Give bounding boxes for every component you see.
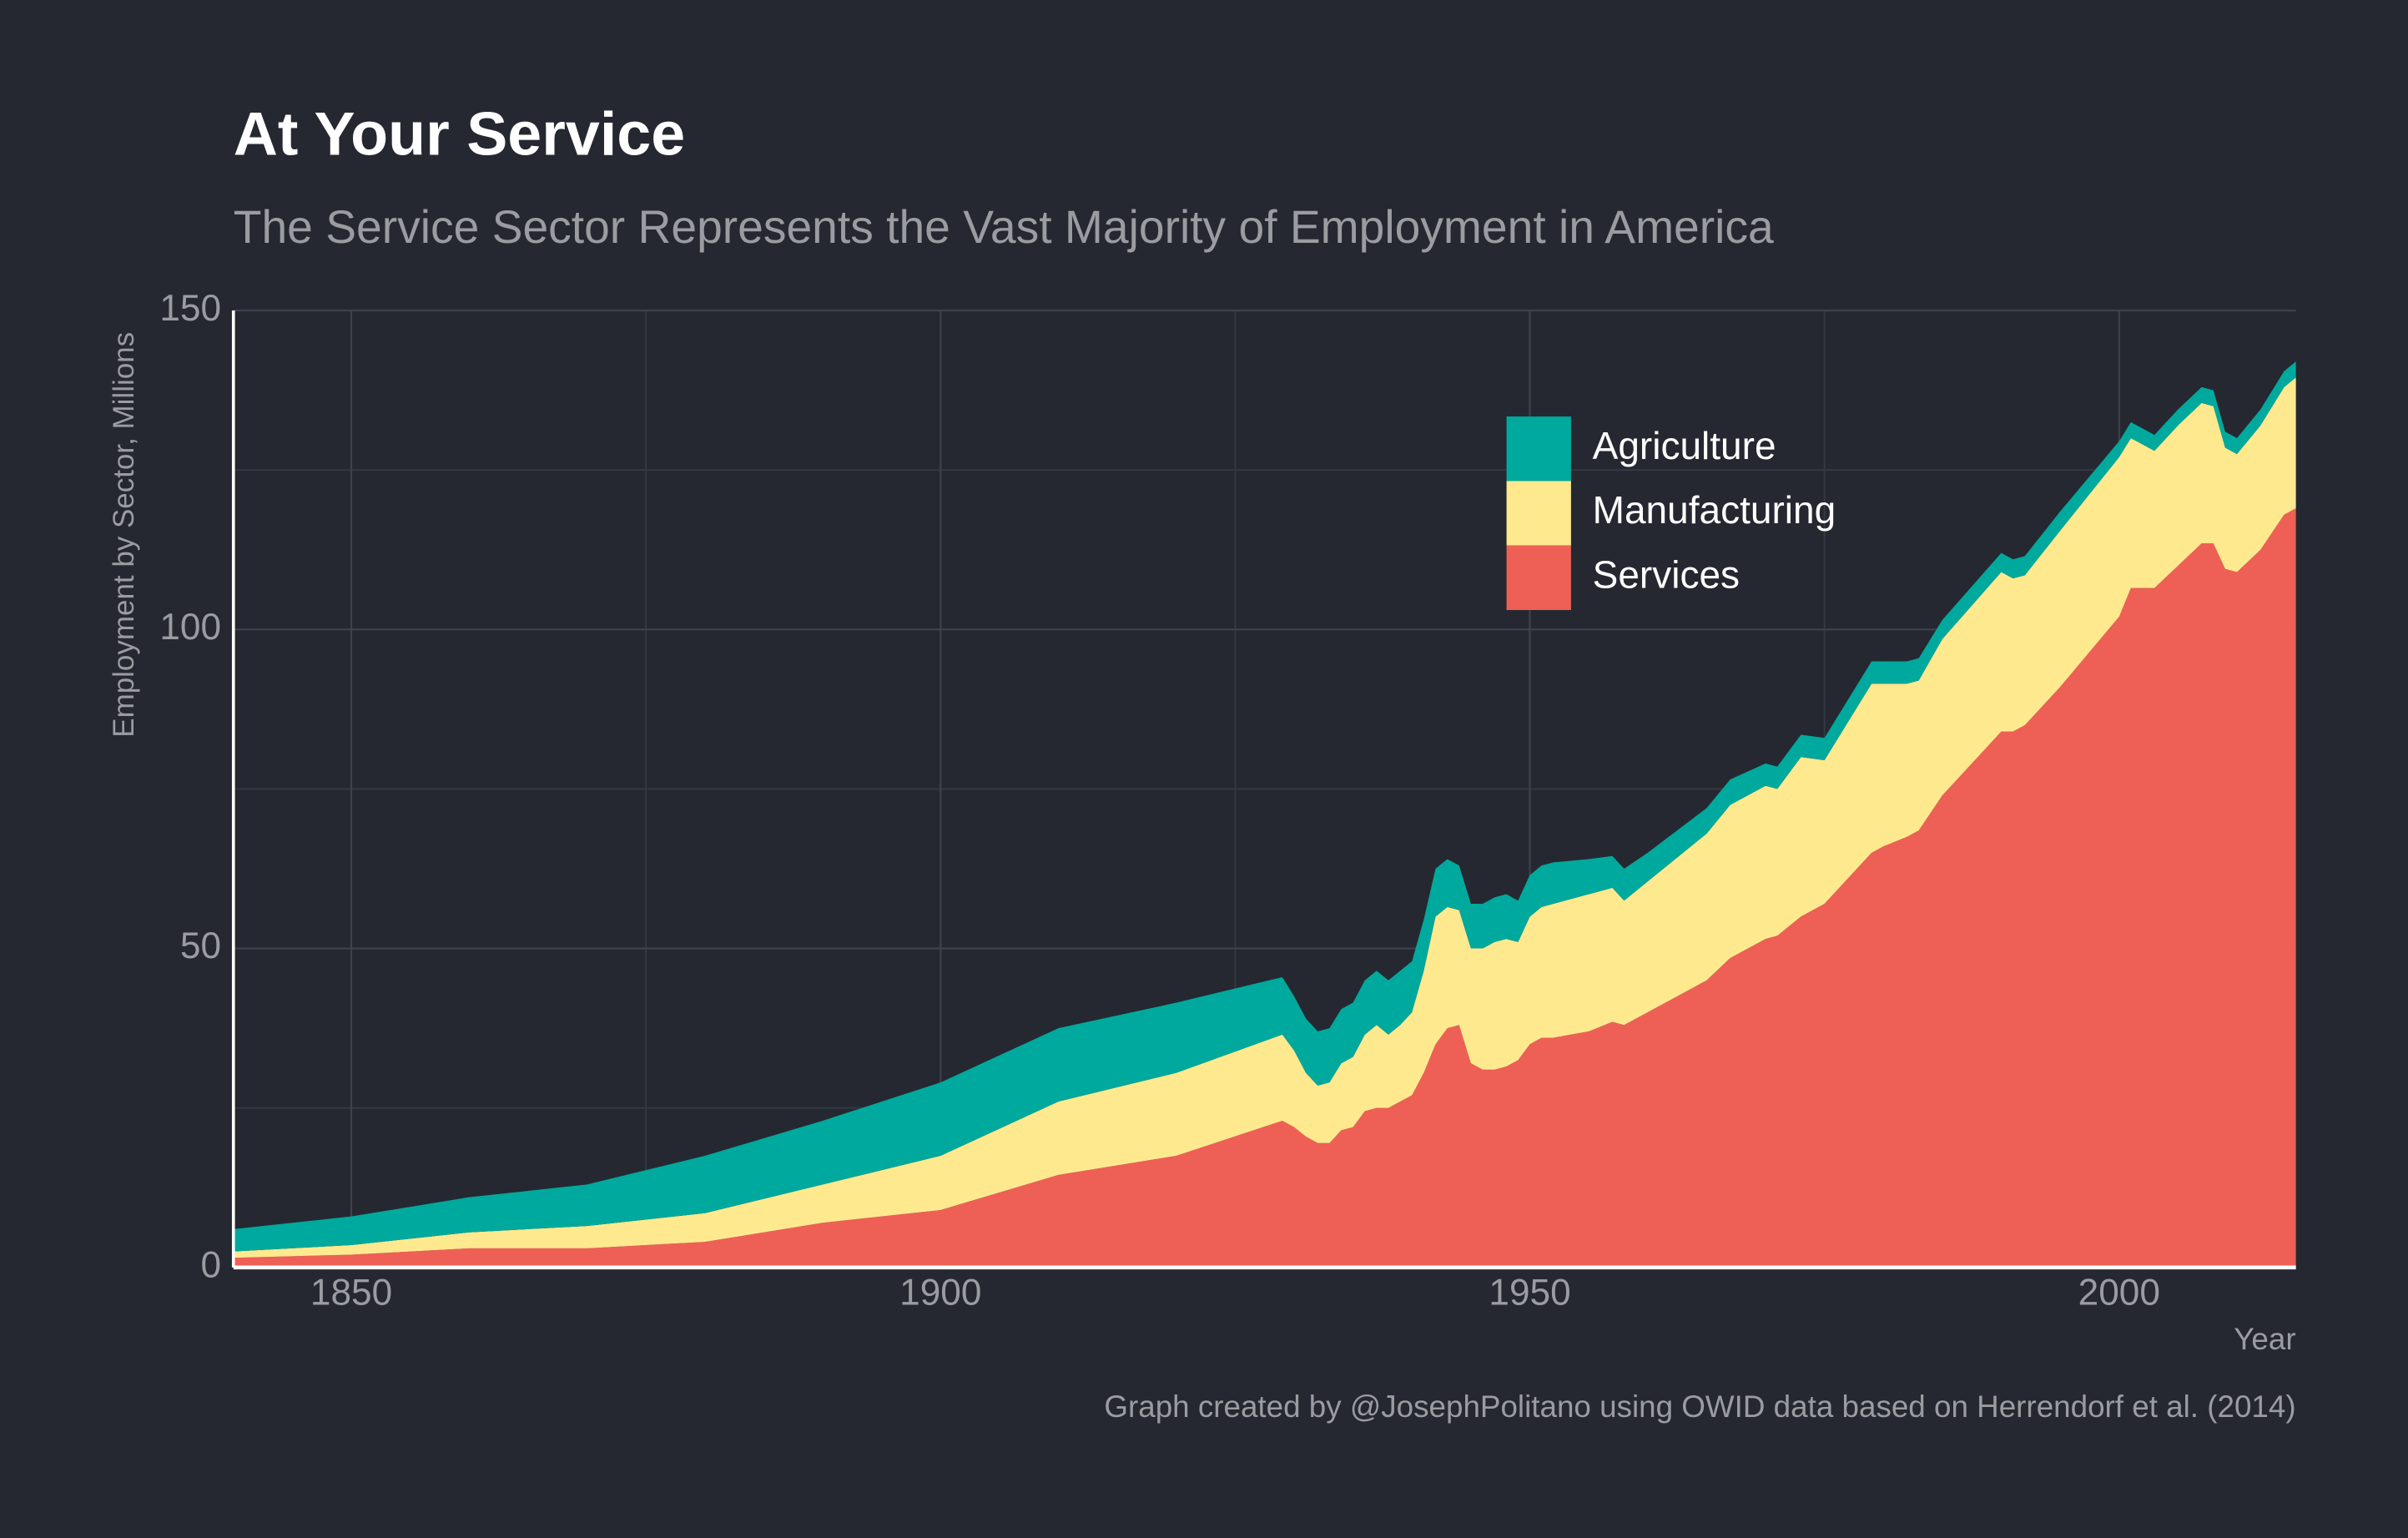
legend-swatch (1506, 481, 1571, 546)
area (233, 377, 2296, 1258)
y-tick-label: 0 (200, 1244, 221, 1285)
y-axis-label: Employment by Sector, Millions (108, 332, 140, 738)
x-tick-label: 1900 (899, 1273, 981, 1314)
area (233, 508, 2296, 1268)
legend-swatch (1506, 545, 1571, 611)
y-tick-label: 150 (159, 288, 221, 329)
legend-label: Manufacturing (1593, 488, 1836, 532)
x-axis-label: Year (2234, 1322, 2295, 1356)
legend-label: Services (1593, 553, 1740, 597)
y-tick-label: 100 (159, 607, 221, 648)
x-tick-label: 2000 (2078, 1273, 2160, 1314)
x-tick-label: 1950 (1489, 1273, 1570, 1314)
caption: Graph created by @JosephPolitano using O… (1104, 1389, 2295, 1424)
legend-label: Agriculture (1593, 424, 1776, 467)
x-tick-label: 1850 (310, 1273, 392, 1314)
chart-subtitle: The Service Sector Represents the Vast M… (234, 201, 1774, 253)
chart-title: At Your Service (234, 98, 685, 168)
y-tick-label: 50 (180, 925, 221, 966)
legend-swatch (1506, 416, 1571, 482)
